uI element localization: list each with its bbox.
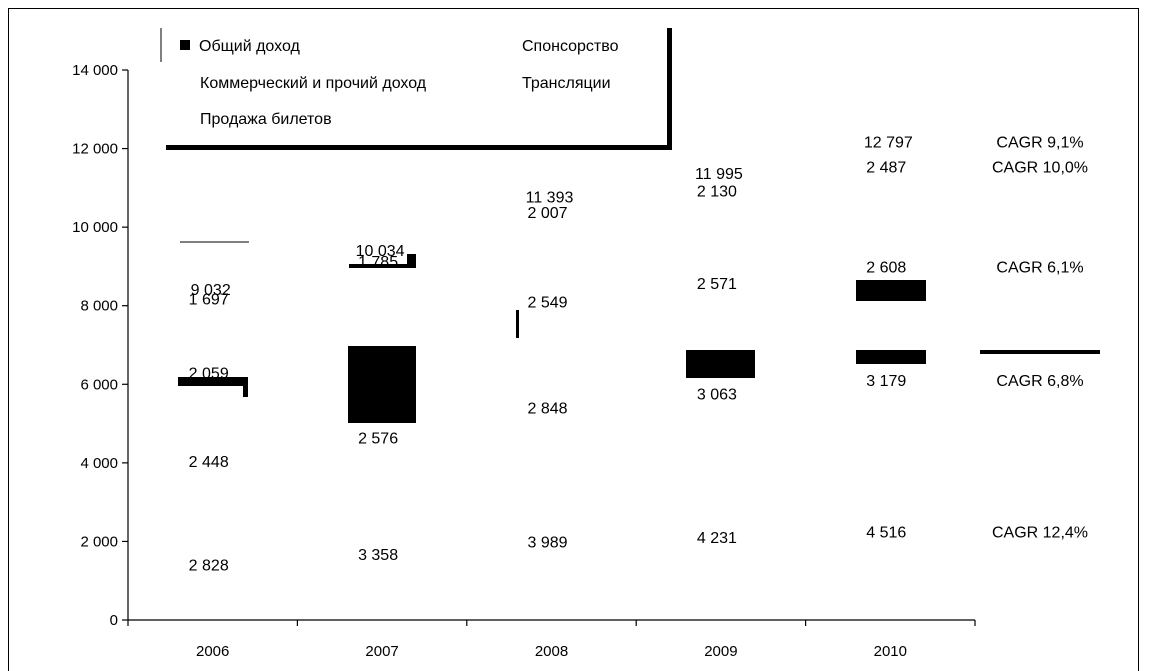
legend: Общий доход Спонсорство Коммерческий и про… xyxy=(160,28,672,150)
data-label-4: 1 697 xyxy=(189,292,229,309)
total-label: 12 797 xyxy=(864,134,913,151)
decorative-fragment xyxy=(980,350,1100,354)
x-tick-label: 2009 xyxy=(704,643,737,660)
data-label-2: 3 063 xyxy=(697,387,737,404)
legend-marker-total xyxy=(180,40,190,50)
decorative-fragments xyxy=(178,241,1100,423)
cagr-label: CAGR 12,4% xyxy=(992,524,1088,541)
y-tick-label: 4 000 xyxy=(80,455,118,472)
data-label-1: 3 358 xyxy=(358,547,398,564)
cagr-label-total: CAGR 9,1% xyxy=(996,134,1083,151)
data-label-2: 2 848 xyxy=(527,400,567,417)
data-label-1: 2 828 xyxy=(189,557,229,574)
y-tick-label: 6 000 xyxy=(80,376,118,393)
axes xyxy=(122,69,976,626)
data-label-1: 4 231 xyxy=(697,530,737,547)
data-label-3: 2 059 xyxy=(189,365,229,382)
data-label-3: 2 549 xyxy=(527,294,567,311)
decorative-fragment xyxy=(243,377,248,397)
x-tick-label: 2010 xyxy=(874,643,907,660)
x-tick-label: 2007 xyxy=(365,643,398,660)
y-tick-label: 14 000 xyxy=(72,62,118,79)
decorative-fragment xyxy=(178,377,248,386)
legend-border-bottom xyxy=(166,145,672,150)
cagr-labels: CAGR 12,4% CAGR 6,8% CAGR 6,1% CAGR 10,0% CA… xyxy=(992,134,1088,541)
y-tick-labels: 0 2 000 4 000 6 000 8 000 10 000 12 000 14 000 xyxy=(72,62,118,629)
cagr-label: CAGR 10,0% xyxy=(992,159,1088,176)
x-tick-label: 2008 xyxy=(535,643,568,660)
legend-item-total: Общий доход xyxy=(199,38,301,55)
data-label-4: 2 487 xyxy=(866,159,906,176)
decorative-fragment xyxy=(407,254,416,268)
legend-item-tickets: Продажа билетов xyxy=(200,111,332,128)
decorative-fragment xyxy=(348,346,416,423)
decorative-fragment xyxy=(349,264,415,268)
total-label: 11 393 xyxy=(526,189,574,206)
cagr-label: CAGR 6,1% xyxy=(996,259,1083,276)
legend-item-commercial: Коммерческий и прочий доход xyxy=(200,75,427,92)
total-label: 10 034 xyxy=(356,243,405,260)
decorative-fragment xyxy=(516,310,519,338)
y-tick-label: 10 000 xyxy=(72,219,118,236)
data-label-3: 2 571 xyxy=(697,276,737,293)
data-label-2: 2 448 xyxy=(189,454,229,471)
data-label-2: 2 576 xyxy=(358,430,398,447)
legend-border-right xyxy=(667,28,672,150)
y-tick-label: 2 000 xyxy=(80,533,118,550)
total-label: 11 995 xyxy=(695,166,743,183)
y-tick-label: 12 000 xyxy=(72,141,118,158)
y-tick-label: 0 xyxy=(110,612,118,629)
x-tick-label: 2006 xyxy=(196,643,229,660)
x-tick-labels: 2006 2007 2008 2009 2010 xyxy=(196,643,907,660)
y-tick-label: 8 000 xyxy=(80,298,118,315)
data-label-3: 2 608 xyxy=(866,259,906,276)
legend-item-broadcast: Трансляции xyxy=(522,75,611,92)
decorative-fragment xyxy=(686,350,755,378)
data-label-2: 3 179 xyxy=(866,373,906,390)
chart-frame xyxy=(8,8,1139,671)
data-label-1: 4 516 xyxy=(866,524,906,541)
decorative-fragment xyxy=(856,350,926,364)
data-label-4: 2 130 xyxy=(697,184,737,201)
legend-item-sponsorship: Спонсорство xyxy=(522,38,619,55)
data-label-4: 2 007 xyxy=(527,205,567,222)
data-label-1: 3 989 xyxy=(527,535,567,552)
cagr-label: CAGR 6,8% xyxy=(996,373,1083,390)
data-label-4: 1 785 xyxy=(358,254,398,271)
decorative-fragment xyxy=(856,280,926,301)
total-label: 9 032 xyxy=(191,282,231,299)
